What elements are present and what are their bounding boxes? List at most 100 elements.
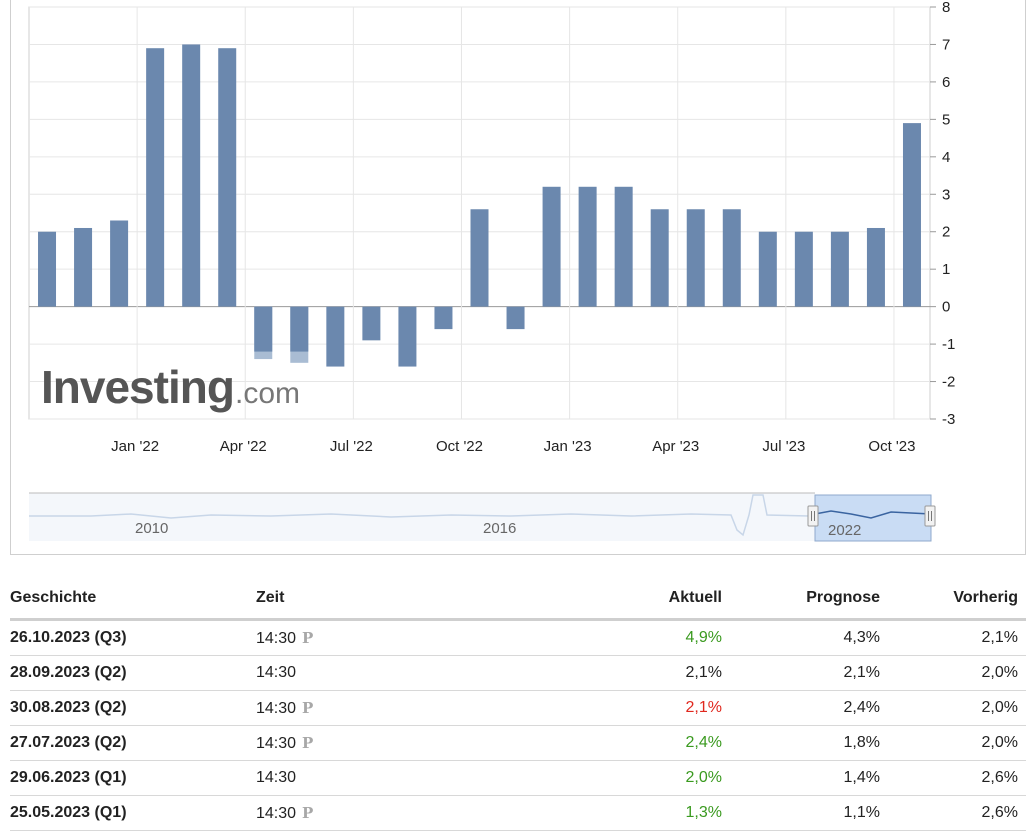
preliminary-release-icon[interactable]: P	[302, 698, 314, 717]
y-tick-label: 0	[942, 299, 950, 316]
bar[interactable]	[830, 231, 849, 307]
row-time-text: 14:30	[256, 699, 297, 717]
row-previous-text: 2,6%	[981, 804, 1018, 821]
row-actual: 4,9%	[602, 619, 730, 656]
bar[interactable]	[398, 306, 417, 367]
row-actual-text: 2,4%	[685, 734, 722, 751]
row-time: 14:30	[256, 760, 406, 796]
navigator-right-handle[interactable]	[924, 505, 936, 527]
bar[interactable]	[614, 186, 633, 307]
row-actual-text: 1,3%	[685, 804, 722, 821]
row-forecast-text: 1,4%	[843, 769, 880, 786]
preliminary-release-icon[interactable]: P	[302, 733, 314, 752]
bar[interactable]	[74, 227, 93, 307]
bar[interactable]	[758, 231, 777, 307]
bar[interactable]	[470, 209, 489, 307]
header-forecast[interactable]: Prognose	[730, 578, 888, 621]
navigator-left-handle[interactable]	[807, 505, 819, 527]
row-forecast: 1,1%	[730, 795, 888, 831]
bar[interactable]	[218, 48, 237, 307]
navigator-overview-line	[29, 494, 816, 537]
y-tick-label: -2	[942, 374, 955, 391]
table-row: 25.05.2023 (Q1) 14:30 P 1,3% 1,1% 2,6%	[10, 795, 1026, 831]
navigator-selected-line	[814, 510, 932, 519]
bar[interactable]	[866, 227, 885, 307]
row-previous: 2,6%	[888, 760, 1026, 796]
bar[interactable]	[650, 209, 669, 307]
bar[interactable]	[290, 306, 309, 352]
row-actual-text: 4,9%	[685, 629, 722, 646]
table-header-row: Geschichte Zeit Aktuell Prognose Vorheri…	[10, 578, 1026, 621]
y-tick-label: 2	[942, 224, 950, 241]
y-axis: 8 7 6 5 4 3 2 1 0 -1 -2 -3	[930, 0, 955, 428]
row-previous-text: 2,0%	[981, 664, 1018, 681]
range-navigator[interactable]: 2010 2016 2022	[11, 0, 1027, 555]
navigator-label-2010: 2010	[135, 520, 168, 537]
row-time: 14:30	[256, 655, 406, 691]
bar[interactable]	[578, 186, 597, 307]
row-forecast: 4,3%	[730, 619, 888, 656]
row-spacer	[406, 725, 602, 761]
navigator-label-2022: 2022	[828, 522, 861, 539]
table-row: 29.06.2023 (Q1) 14:30 2,0% 1,4% 2,6%	[10, 760, 1026, 796]
row-time-text: 14:30	[256, 734, 297, 752]
row-actual-text: 2,1%	[685, 699, 722, 716]
bar-series	[38, 44, 921, 367]
bar[interactable]	[506, 306, 525, 330]
bar[interactable]	[434, 306, 453, 330]
bar[interactable]	[110, 220, 129, 307]
row-date: 28.09.2023 (Q2)	[10, 655, 256, 691]
row-date: 29.06.2023 (Q1)	[10, 760, 256, 796]
bar[interactable]	[38, 231, 57, 307]
row-forecast-text: 4,3%	[843, 629, 880, 646]
investing-logo-watermark: Investing .com	[41, 361, 300, 413]
row-spacer	[406, 690, 602, 726]
header-actual[interactable]: Aktuell	[602, 578, 730, 621]
row-date-text: 30.08.2023 (Q2)	[10, 699, 127, 716]
row-time: 14:30 P	[256, 690, 406, 726]
y-tick-label: 5	[942, 111, 950, 128]
row-forecast: 2,4%	[730, 690, 888, 726]
bar[interactable]	[326, 306, 345, 367]
y-tick-label: -3	[942, 411, 955, 428]
bar[interactable]	[254, 306, 273, 352]
row-previous: 2,6%	[888, 795, 1026, 831]
x-tick-label: Oct '22	[436, 438, 483, 455]
x-axis: Jan '22 Apr '22 Jul '22 Oct '22 Jan '23 Apr '…	[111, 438, 915, 455]
header-date[interactable]: Geschichte	[10, 578, 256, 621]
row-date-text: 29.06.2023 (Q1)	[10, 769, 127, 786]
chart-grid	[28, 6, 931, 420]
row-spacer	[406, 795, 602, 831]
preliminary-release-icon[interactable]: P	[302, 803, 314, 822]
row-previous: 2,1%	[888, 619, 1026, 656]
svg-text:.com: .com	[235, 377, 300, 410]
row-time-text: 14:30	[256, 769, 297, 786]
row-previous-text: 2,6%	[981, 769, 1018, 786]
row-time: 14:30 P	[256, 725, 406, 761]
bar[interactable]	[686, 209, 705, 307]
bar[interactable]	[146, 48, 165, 307]
row-date: 27.07.2023 (Q2)	[10, 725, 256, 761]
bar[interactable]	[182, 44, 201, 307]
y-tick-label: 3	[942, 186, 950, 203]
bar[interactable]	[542, 186, 561, 307]
bar[interactable]	[722, 209, 741, 307]
bar[interactable]	[362, 306, 381, 341]
x-tick-label: Jul '23	[762, 438, 805, 455]
row-forecast-text: 1,8%	[843, 734, 880, 751]
bar[interactable]	[794, 231, 813, 307]
header-time[interactable]: Zeit	[256, 578, 406, 621]
header-previous[interactable]: Vorherig	[888, 578, 1026, 621]
row-date: 30.08.2023 (Q2)	[10, 690, 256, 726]
x-tick-label: Jul '22	[330, 438, 373, 455]
y-tick-label: 6	[942, 74, 950, 91]
y-tick-label: 8	[942, 0, 950, 16]
row-date-text: 25.05.2023 (Q1)	[10, 804, 127, 821]
row-previous-text: 2,0%	[981, 734, 1018, 751]
preliminary-release-icon[interactable]: P	[302, 628, 314, 647]
x-tick-label: Jan '23	[544, 438, 592, 455]
row-date-text: 26.10.2023 (Q3)	[10, 629, 127, 646]
row-date-text: 27.07.2023 (Q2)	[10, 734, 127, 751]
bar[interactable]	[902, 123, 921, 307]
row-time: 14:30 P	[256, 795, 406, 831]
